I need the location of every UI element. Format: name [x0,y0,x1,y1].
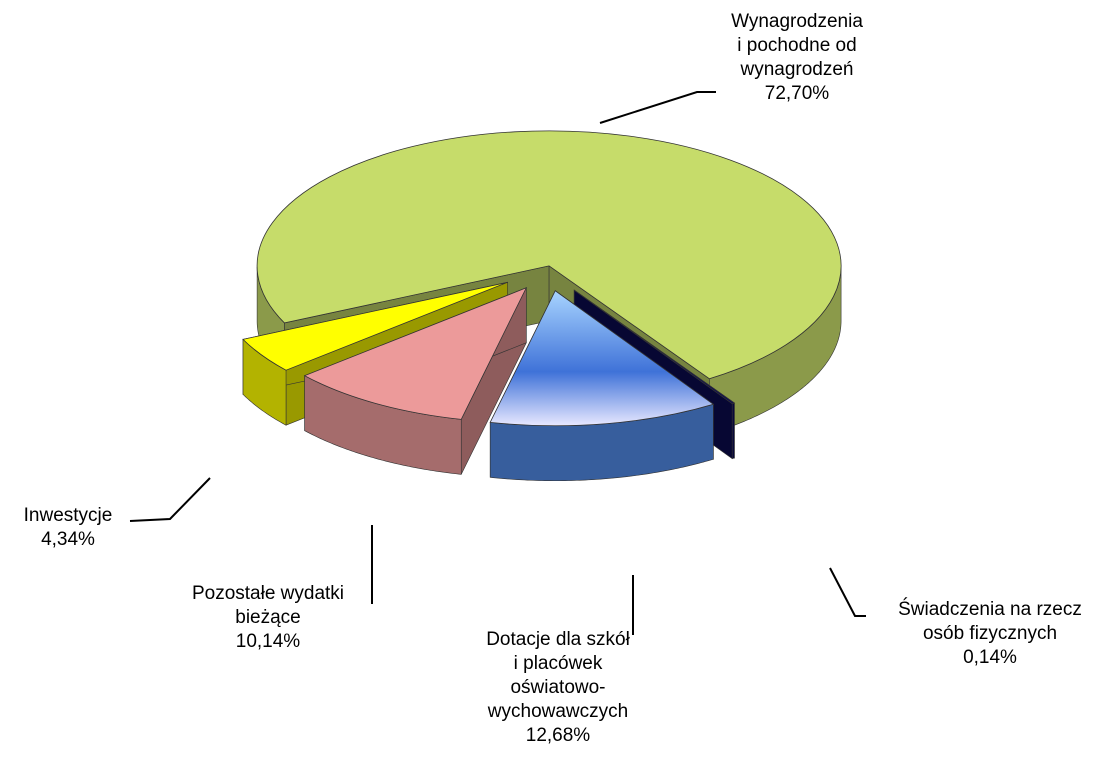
slice-label: Wynagrodzenia [731,11,863,32]
slice-label: i placówek [514,653,603,674]
labels: Wynagrodzenia i pochodne od wynagrodzeń 72,… [24,11,1082,746]
value-label: 12,68% [526,725,591,746]
slice-label: i pochodne od [737,35,856,56]
slice-label: wychowawczych [487,701,628,722]
slice [303,287,528,420]
slice [489,290,715,427]
slice [256,130,842,380]
value-label: 72,70% [765,83,830,104]
pie [242,130,842,482]
leader-line [829,567,866,617]
slice-label: wynagrodzeń [739,59,853,80]
leader-line [129,477,211,522]
leader-line [599,91,716,124]
slice [573,289,736,405]
value-label: 0,14% [963,647,1017,668]
slice-label: osób fizycznych [923,623,1057,644]
slice-label: Inwestycje [24,505,113,526]
value-label: 10,14% [236,631,301,652]
slice-wall [731,402,735,460]
slice-label: Świadczenia na rzecz [898,598,1082,620]
slice-label: Dotacje dla szkół [486,629,630,650]
slice-label: Pozostałe wydatki [192,583,344,604]
slice [242,281,508,371]
slice-label: oświatowo- [510,677,605,698]
slice-label: bieżące [235,607,301,628]
value-label: 4,34% [41,529,95,550]
